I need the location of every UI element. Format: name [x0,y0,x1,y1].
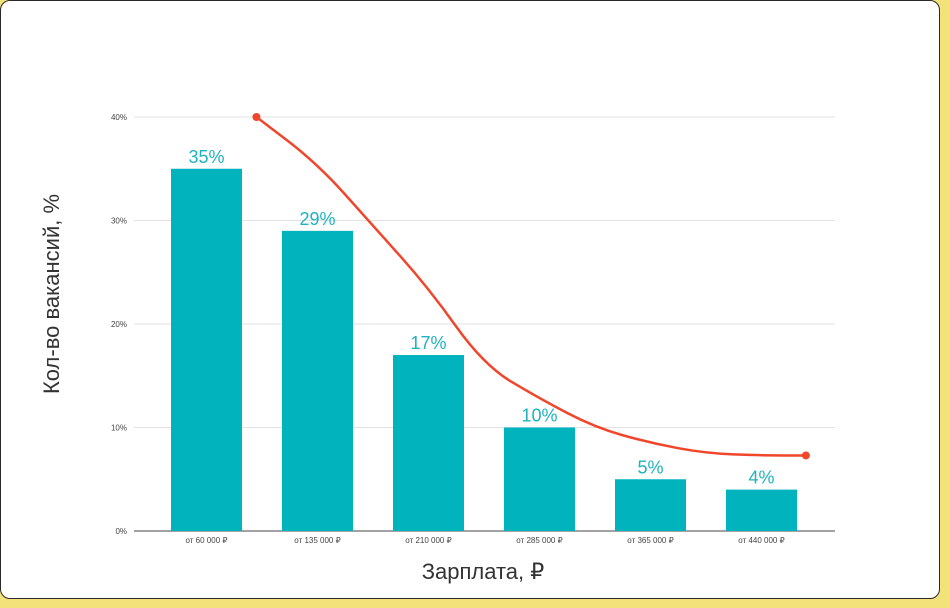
gridlines [134,116,835,532]
x-tick-label: от 135 000 ₽ [294,536,340,545]
chart: 35% 29% 17% 10% 5% 4% от 60 000 ₽ от 135 000 ₽… [39,113,835,584]
x-tick-labels: от 60 000 ₽ от 135 000 ₽ от 210 000 ₽ от 28… [186,536,785,545]
trend-line-group [252,113,810,460]
y-tick-label: 20% [111,320,127,329]
x-tick-label: от 210 000 ₽ [405,536,451,545]
bars [171,168,797,531]
bar [171,168,242,531]
y-tick-labels: 0% 10% 20% 30% 40% [111,113,127,536]
x-tick-label: от 365 000 ₽ [627,536,673,545]
bar [282,230,353,531]
bar-value-label: 17% [410,333,446,353]
y-tick-label: 10% [111,424,127,433]
trend-start-point [252,113,261,121]
trend-line [255,115,808,457]
bar-value-label: 35% [188,147,224,167]
x-axis-title: Зарплата, ₽ [422,559,545,584]
data-labels: 35% 29% 17% 10% 5% 4% [188,147,774,488]
bar-value-label: 4% [748,468,774,488]
x-tick-label: от 60 000 ₽ [186,536,228,545]
chart-card: 35% 29% 17% 10% 5% 4% от 60 000 ₽ от 135 000 ₽… [0,0,940,599]
x-tick-label: от 285 000 ₽ [516,536,562,545]
bar [726,489,797,531]
bar [504,427,575,531]
bar-value-label: 10% [521,406,557,426]
x-tick-label: от 440 000 ₽ [738,536,784,545]
bar [393,355,464,531]
y-axis-title: Кол-во вакансий, % [39,194,64,394]
bar-value-label: 29% [299,209,335,229]
trend-end-point [801,451,810,460]
y-tick-label: 0% [115,527,127,536]
bar [615,479,686,531]
y-tick-label: 40% [111,113,127,122]
bar-value-label: 5% [637,457,663,477]
y-tick-label: 30% [111,217,127,226]
